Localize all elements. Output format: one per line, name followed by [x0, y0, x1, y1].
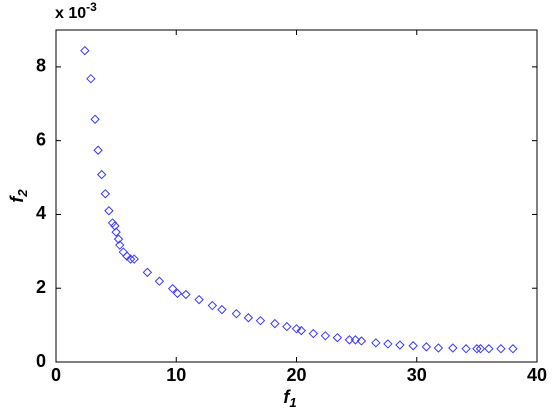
- data-point: [320, 331, 331, 341]
- data-point: [356, 336, 367, 346]
- data-point: [296, 325, 307, 336]
- data-point: [167, 283, 178, 294]
- data-point: [154, 276, 165, 286]
- data-point: [125, 254, 136, 264]
- data-point: [207, 300, 218, 311]
- y-tick-label: 2: [36, 277, 46, 297]
- data-point: [104, 206, 114, 216]
- data-point: [308, 328, 319, 339]
- data-point: [90, 114, 100, 124]
- data-point: [142, 267, 153, 278]
- data-point: [231, 308, 242, 319]
- y-tick-label: 0: [36, 351, 46, 371]
- y-multiplier-exponent: -3: [86, 0, 97, 14]
- data-point: [255, 315, 266, 326]
- y-tick-label: 8: [36, 56, 46, 76]
- data-point: [508, 344, 518, 354]
- data-point: [100, 189, 111, 199]
- data-point: [217, 304, 227, 315]
- x-tick-label: 30: [407, 365, 427, 385]
- data-point: [86, 73, 96, 84]
- y-tick-label: 6: [36, 129, 46, 149]
- data-point: [408, 341, 418, 351]
- y-tick-label: 4: [36, 203, 46, 223]
- plot-frame: [55, 29, 538, 363]
- data-point: [496, 344, 506, 354]
- data-point: [350, 335, 361, 345]
- data-point: [194, 294, 204, 305]
- data-point: [291, 324, 302, 334]
- x-label-sub: 1: [289, 395, 296, 410]
- x-tick-label: 10: [166, 365, 186, 385]
- data-point: [484, 344, 494, 354]
- data-point: [475, 344, 486, 354]
- data-point: [115, 240, 125, 250]
- data-point: [395, 340, 405, 350]
- x-tick-label: 20: [286, 365, 306, 385]
- y-axis-label: f2: [7, 189, 31, 203]
- y-multiplier-base: x 10: [55, 5, 86, 22]
- data-point: [448, 343, 458, 353]
- y-multiplier: x 10-3: [55, 0, 97, 22]
- data-point: [433, 343, 444, 353]
- data-point: [111, 227, 121, 237]
- data-point: [113, 234, 124, 244]
- data-point: [371, 338, 381, 348]
- data-point: [80, 45, 90, 56]
- data-point: [282, 321, 292, 332]
- x-tick-label: 40: [527, 365, 547, 385]
- data-point: [421, 342, 432, 352]
- y-label-main: f: [7, 195, 27, 203]
- data-point: [270, 318, 280, 329]
- data-point: [181, 289, 191, 300]
- data-point: [472, 344, 482, 354]
- y-label-sub: 2: [15, 189, 30, 198]
- x-label-main: f: [283, 387, 291, 407]
- data-point: [461, 344, 471, 354]
- data-point: [172, 288, 183, 299]
- data-point: [332, 332, 343, 343]
- x-axis-label: f1: [283, 387, 296, 411]
- data-point: [129, 254, 139, 264]
- data-point: [96, 169, 107, 180]
- data-point: [243, 313, 254, 323]
- data-point: [93, 145, 103, 155]
- data-point: [383, 339, 393, 349]
- x-tick-label: 0: [51, 365, 61, 385]
